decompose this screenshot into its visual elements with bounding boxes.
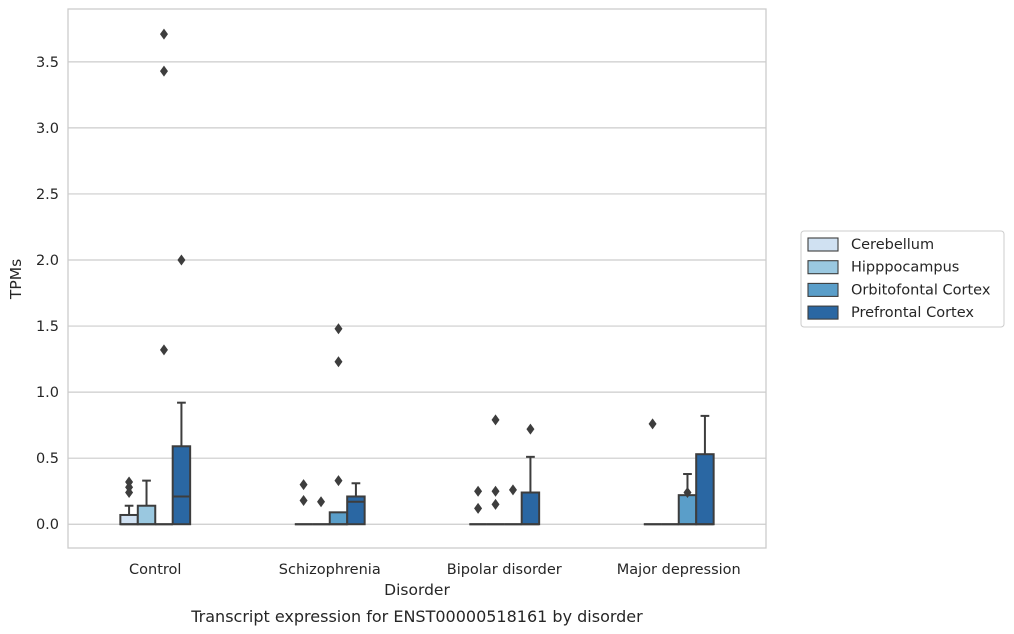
x-tick-label: Schizophrenia: [279, 562, 381, 578]
outlier-point: [125, 476, 134, 488]
outlier-point: [474, 485, 483, 497]
y-tick-label: 3.0: [36, 121, 59, 137]
box-1-1: [119, 476, 139, 526]
box-iqr: [677, 494, 698, 526]
box-1-3: [469, 485, 487, 526]
box-3-3: [504, 484, 522, 526]
outlier-point: [491, 414, 500, 426]
outlier-point: [159, 28, 168, 40]
box-2-1: [136, 479, 157, 526]
box-iqr: [171, 445, 192, 526]
outlier-point: [159, 65, 168, 77]
legend-label: Orbitofontal Cortex: [851, 282, 991, 298]
box-2-3: [486, 414, 505, 526]
outlier-point: [299, 494, 308, 506]
box-3-4: [677, 473, 698, 526]
plot-frame: [67, 8, 767, 549]
y-tick-label: 1.0: [36, 385, 59, 401]
box-3-2: [328, 323, 349, 526]
legend-swatch: [807, 282, 839, 297]
legend-frame: [800, 230, 1005, 328]
outlier-point: [474, 502, 483, 514]
box-1-2: [294, 479, 313, 526]
box-iqr: [695, 453, 715, 526]
y-tick-label: 1.5: [36, 319, 59, 335]
legend-label: Cerebellum: [851, 237, 934, 253]
box-iqr: [520, 491, 541, 526]
outlier-point: [491, 485, 500, 497]
y-tick-label: 2.0: [36, 253, 59, 269]
outlier-point: [317, 496, 326, 508]
box-groups: [119, 28, 715, 526]
y-tick-label: 3.5: [36, 55, 59, 71]
box-3-1: [155, 28, 173, 526]
legend-label: Prefrontal Cortex: [851, 305, 974, 321]
box-4-3: [520, 423, 541, 526]
legend-swatch: [807, 237, 839, 252]
y-axis-label: TPMs: [7, 259, 25, 300]
y-tick-label: 0.0: [36, 517, 59, 533]
outlier-point: [159, 344, 168, 356]
y-tick-label: 2.5: [36, 187, 59, 203]
x-tick-labels: Control Schizophrenia Bipolar disorder Majo…: [129, 562, 741, 578]
legend-label: Hipppocampus: [851, 260, 959, 276]
outlier-point: [334, 356, 343, 368]
box-2-2: [312, 496, 330, 526]
x-tick-label: Major depression: [617, 562, 741, 578]
box-4-1: [171, 254, 192, 526]
y-tick-labels: 0.0 0.5 1.0 1.5 2.0 2.5 3.0 3.5: [36, 55, 59, 533]
outlier-point: [299, 479, 308, 491]
y-tick-label: 0.5: [36, 451, 59, 467]
legend-swatch: [807, 260, 839, 275]
outlier-point: [683, 487, 692, 499]
outlier-point: [526, 423, 535, 435]
x-tick-label: Bipolar disorder: [447, 562, 562, 578]
outlier-point: [334, 323, 343, 335]
outlier-point: [648, 418, 657, 430]
x-tick-label: Control: [129, 562, 181, 578]
box-iqr: [119, 513, 139, 526]
box-4-4: [695, 414, 715, 526]
outlier-point: [334, 475, 343, 487]
outlier-point: [177, 254, 186, 266]
box-1-4: [643, 418, 662, 526]
box-4-2: [346, 482, 366, 526]
outlier-point: [508, 484, 517, 496]
box-iqr: [328, 511, 349, 526]
outlier-point: [491, 498, 500, 510]
chart-caption: Transcript expression for ENST0000051816…: [190, 607, 643, 626]
box-iqr: [346, 495, 366, 526]
box-iqr: [136, 504, 157, 526]
x-axis-label: Disorder: [384, 581, 450, 599]
legend-swatch: [807, 305, 839, 320]
legend: Cerebellum Hipppocampus Orbitofontal Corte…: [800, 230, 1005, 328]
